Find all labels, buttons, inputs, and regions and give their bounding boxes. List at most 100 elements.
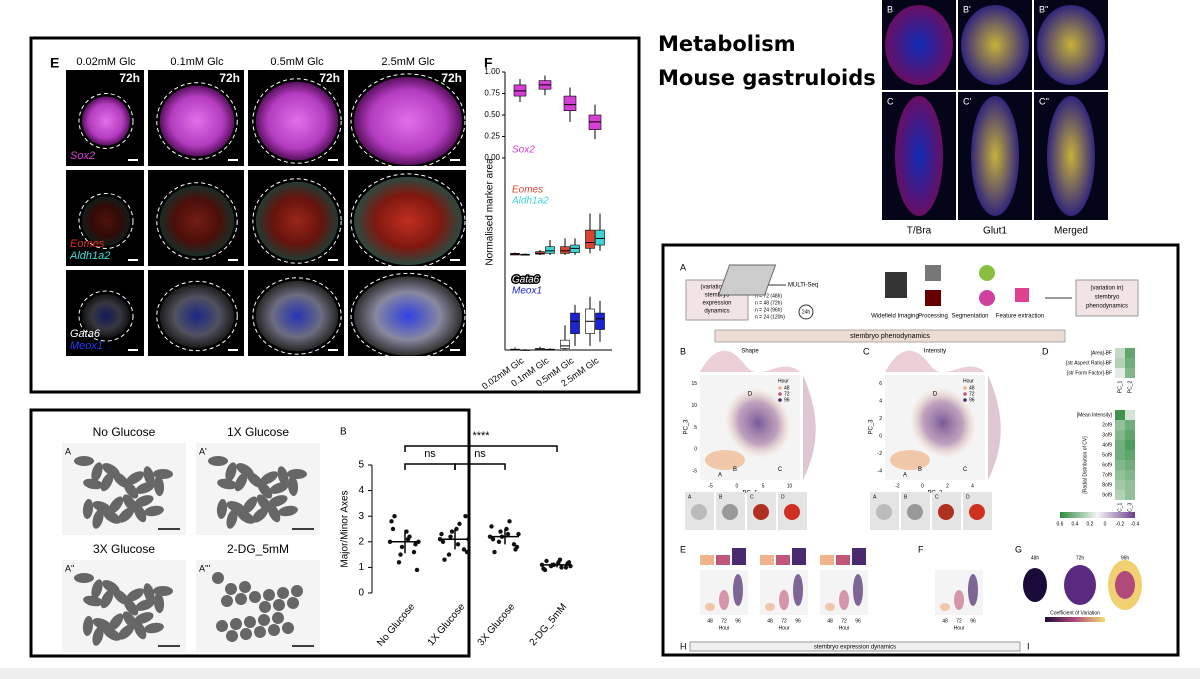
y-tick-label: 15 [691, 381, 697, 387]
embryo [153, 476, 165, 496]
embryo [108, 613, 124, 631]
band-label: stembryo expression dynamics [814, 645, 896, 651]
point-cloud [909, 387, 977, 459]
legend-label: Meox1 [512, 286, 542, 297]
data-point [437, 537, 443, 542]
step-label: Segmentation [951, 314, 988, 320]
thumb-label: D [781, 494, 785, 500]
specimen [354, 76, 462, 166]
count-label: n = 24 (96h) [755, 307, 782, 313]
legend-label: 48 [969, 385, 975, 391]
data-point [389, 519, 394, 524]
x-tick-label: 5 [762, 483, 765, 489]
colorbar-tick: 0 [1104, 521, 1107, 527]
data-point [414, 567, 420, 573]
embryo [103, 510, 121, 524]
data-point [498, 529, 503, 534]
point-cloud [724, 387, 792, 459]
image-label: B' [963, 4, 971, 14]
legend-swatch [778, 392, 782, 396]
panel-label: H [680, 641, 687, 651]
data-point [411, 549, 417, 555]
significance: ns [424, 448, 436, 460]
strip-cloud [719, 590, 729, 610]
seg-icon [979, 265, 995, 281]
specimen [354, 176, 462, 266]
heat-cell [1115, 440, 1125, 450]
data-point [492, 549, 497, 555]
legend-label: 72 [969, 391, 975, 397]
panel-label: F [484, 55, 493, 71]
cv-bar [732, 548, 746, 565]
legend-swatch [963, 392, 967, 396]
panel-label: D [1042, 346, 1049, 356]
process-icon [925, 265, 941, 281]
cycle-icon [798, 304, 814, 320]
heat-cell [1115, 420, 1125, 430]
thumb-specimen [784, 504, 800, 520]
info-box [1075, 279, 1139, 317]
colorbar-tick: 0.4 [1072, 521, 1079, 527]
box-text: (variation in) [700, 285, 733, 291]
heat-cell [1115, 430, 1125, 440]
data-point [463, 514, 468, 519]
heat-row-label: 3of9 [1102, 432, 1112, 438]
legend-label: Eomes [512, 185, 543, 196]
outline [156, 182, 238, 260]
cv-shape-core [1115, 571, 1135, 599]
embryo [254, 626, 266, 638]
outline [252, 178, 342, 264]
x-tick-label: 48 [942, 618, 948, 624]
x-tick-label: -5 [708, 483, 713, 489]
time-label: 72h [119, 71, 140, 85]
step-label: MULTI-Seq [788, 283, 818, 289]
embryo [92, 501, 112, 513]
data-point [396, 560, 402, 565]
y-tick-label: 1.00 [484, 67, 500, 76]
process-icon [925, 290, 941, 306]
y-axis-label: Normalised marker area [485, 158, 496, 266]
y-tick-label: 2 [879, 416, 882, 422]
x-axis-label: Hour [954, 625, 965, 631]
thumb-specimen [969, 504, 985, 520]
thumb-label: B [719, 494, 723, 500]
marker-label: Aldh1a2 [69, 250, 110, 262]
y-tick-label: 0.25 [484, 132, 500, 141]
strip-cloud [839, 590, 849, 610]
specimen [255, 181, 339, 261]
outline [252, 78, 342, 164]
embryo [143, 583, 155, 603]
data-point [566, 560, 572, 565]
data-point [461, 547, 467, 552]
panel-label: E [50, 55, 59, 71]
panel-label: E [680, 544, 686, 554]
colorbar-tick: -0.2 [1116, 521, 1125, 527]
embryo [234, 472, 248, 492]
heat-col-label: PC_1 [1117, 381, 1123, 394]
embryo [122, 611, 138, 629]
outline [350, 73, 466, 169]
data-point [514, 544, 520, 550]
box [570, 312, 580, 334]
embryo [100, 589, 114, 609]
strip-cloud [779, 590, 789, 610]
embryo [102, 580, 120, 594]
embryo [92, 618, 112, 630]
heat-row-label: [Area]-BF [1091, 350, 1112, 356]
strip-cloud [705, 603, 715, 611]
y-tick-label: 10 [691, 403, 697, 409]
embryo [268, 495, 288, 507]
legend-label: 96 [784, 397, 790, 403]
strip-cloud [825, 603, 835, 611]
embryo [208, 456, 228, 466]
data-point [496, 539, 502, 544]
data-point [563, 565, 569, 570]
y-tick-label: -5 [693, 469, 698, 475]
box [595, 229, 605, 246]
image-label: A' [199, 446, 207, 456]
embryo [225, 583, 237, 595]
embryo [74, 573, 94, 583]
x-axis-label: Hour [779, 625, 790, 631]
thumb-label: D [966, 494, 970, 500]
